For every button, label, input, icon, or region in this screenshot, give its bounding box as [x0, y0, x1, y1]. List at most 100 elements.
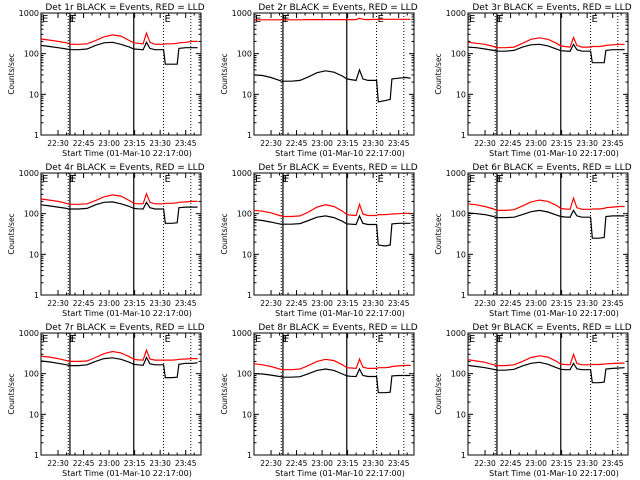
- marker-label: E: [496, 334, 502, 345]
- x-tick-label: 22:45: [286, 459, 308, 468]
- corner-label: E: [42, 174, 48, 185]
- x-tick-label: 23:15: [337, 459, 359, 468]
- y-axis-label: Counts/sec: [434, 53, 443, 94]
- marker-label: E: [69, 174, 75, 185]
- x-tick-label: 23:45: [175, 459, 197, 468]
- x-tick-label: 23:30: [576, 299, 598, 308]
- plot-frame: [253, 172, 415, 296]
- x-tick-label: 22:30: [474, 299, 496, 308]
- marker-label: F: [71, 174, 77, 185]
- lld-series-line: [253, 357, 411, 371]
- y-tick-label: 100: [451, 210, 466, 219]
- corner-label: E: [469, 334, 475, 345]
- y-axis-label: Counts/sec: [7, 53, 16, 94]
- plot-frame: [253, 12, 415, 136]
- x-tick-label: 23:45: [175, 299, 197, 308]
- y-axis-label: Counts/sec: [7, 373, 16, 414]
- x-tick-label: 22:45: [73, 299, 95, 308]
- x-tick-label: 22:45: [500, 459, 522, 468]
- panel-title: Det 2r BLACK = Events, RED = LLD: [258, 3, 417, 13]
- y-tick-label: 100: [24, 370, 39, 379]
- x-tick-label: 22:45: [286, 139, 308, 148]
- panel-3: Det 3r BLACK = Events, RED = LLD 1 10 100 10…: [434, 3, 632, 158]
- y-tick-label: 10: [29, 410, 39, 419]
- y-tick-label: 100: [24, 50, 39, 59]
- x-tick-label: 23:15: [124, 459, 146, 468]
- x-tick-label: 23:30: [576, 459, 598, 468]
- panel-title: Det 4r BLACK = Events, RED = LLD: [45, 163, 204, 173]
- y-axis-label: Counts/sec: [7, 213, 16, 254]
- x-tick-label: 23:00: [98, 299, 120, 308]
- y-tick-label: 10: [242, 410, 252, 419]
- panel-title: Det 7r BLACK = Events, RED = LLD: [45, 323, 204, 333]
- marker-label: F: [284, 334, 290, 345]
- plot-frame: [467, 332, 629, 456]
- marker-label: E: [496, 14, 502, 25]
- y-tick-label: 1: [247, 451, 252, 460]
- x-tick-label: 23:45: [602, 299, 624, 308]
- plot-frame: [40, 12, 202, 136]
- panel-title: Det 1r BLACK = Events, RED = LLD: [45, 3, 204, 13]
- marker-label: E: [69, 14, 75, 25]
- y-tick-label: 1: [461, 131, 466, 140]
- marker-label: E: [165, 14, 171, 25]
- panel-4: Det 4r BLACK = Events, RED = LLD 1 10 100 10…: [7, 163, 205, 318]
- x-axis-label: Start Time (01-Mar-10 22:17:00): [489, 469, 619, 478]
- y-tick-label: 100: [451, 370, 466, 379]
- marker-label: F: [498, 14, 504, 25]
- y-axis-label: Counts/sec: [434, 373, 443, 414]
- x-tick-label: 23:00: [311, 459, 333, 468]
- x-tick-label: 23:45: [602, 459, 624, 468]
- y-tick-label: 1000: [232, 9, 252, 18]
- x-tick-label: 23:45: [175, 139, 197, 148]
- panel-6: Det 6r BLACK = Events, RED = LLD 1 10 100 10…: [434, 163, 632, 318]
- y-tick-label: 10: [456, 410, 466, 419]
- marker-label: E: [592, 334, 598, 345]
- panel-1: Det 1r BLACK = Events, RED = LLD 1 10 100 10…: [7, 3, 205, 158]
- panel-2: Det 2r BLACK = Events, RED = LLD 1 10 100 10…: [220, 3, 418, 158]
- y-axis-label: Counts/sec: [220, 213, 229, 254]
- plot-frame: [253, 332, 415, 456]
- panel-title: Det 6r BLACK = Events, RED = LLD: [472, 163, 631, 173]
- lld-series-line: [253, 202, 411, 218]
- x-tick-label: 23:30: [362, 139, 384, 148]
- x-tick-label: 23:30: [149, 299, 171, 308]
- panel-title: Det 9r BLACK = Events, RED = LLD: [472, 323, 631, 333]
- x-tick-label: 23:00: [98, 459, 120, 468]
- events-series-line: [40, 201, 198, 224]
- x-axis-label: Start Time (01-Mar-10 22:17:00): [489, 149, 619, 158]
- y-tick-label: 100: [237, 210, 252, 219]
- x-tick-label: 22:45: [73, 459, 95, 468]
- plot-frame: [40, 332, 202, 456]
- x-tick-label: 22:30: [260, 459, 282, 468]
- lld-series-line: [40, 348, 198, 362]
- y-tick-label: 10: [242, 90, 252, 99]
- x-tick-label: 23:00: [311, 139, 333, 148]
- marker-label: F: [498, 174, 504, 185]
- x-tick-label: 22:30: [47, 299, 69, 308]
- y-tick-label: 10: [456, 90, 466, 99]
- y-tick-label: 10: [29, 90, 39, 99]
- events-series-line: [253, 214, 411, 247]
- corner-label: E: [255, 174, 261, 185]
- y-tick-label: 1: [461, 451, 466, 460]
- events-series-line: [467, 209, 625, 239]
- plot-frame: [467, 12, 629, 136]
- events-series-line: [467, 361, 625, 384]
- x-tick-label: 23:30: [149, 459, 171, 468]
- x-axis-label: Start Time (01-Mar-10 22:17:00): [275, 469, 405, 478]
- x-tick-label: 23:15: [124, 139, 146, 148]
- y-tick-label: 100: [451, 50, 466, 59]
- x-tick-label: 23:45: [602, 139, 624, 148]
- corner-label: E: [42, 334, 48, 345]
- y-tick-label: 100: [24, 210, 39, 219]
- y-tick-label: 10: [29, 250, 39, 259]
- panel-title: Det 3r BLACK = Events, RED = LLD: [472, 3, 631, 13]
- x-tick-label: 23:15: [551, 459, 573, 468]
- panel-title: Det 5r BLACK = Events, RED = LLD: [258, 163, 417, 173]
- events-series-line: [40, 40, 198, 65]
- y-tick-label: 1000: [446, 9, 466, 18]
- x-tick-label: 23:00: [525, 139, 547, 148]
- marker-label: E: [378, 174, 384, 185]
- lld-series-line: [467, 196, 625, 211]
